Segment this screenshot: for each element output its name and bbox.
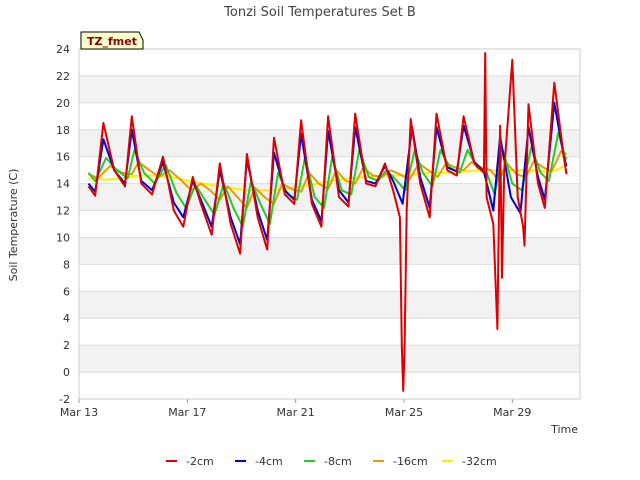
tz-tag: TZ_fmet bbox=[80, 31, 144, 50]
chart-title: Tonzi Soil Temperatures Set B bbox=[223, 5, 416, 20]
y-tick-label: -2 bbox=[59, 393, 70, 406]
legend-label: -2cm bbox=[186, 455, 214, 468]
legend-label: -8cm bbox=[324, 455, 352, 468]
x-tick-label: Mar 13 bbox=[60, 406, 98, 419]
grid-band bbox=[79, 75, 580, 103]
legend-label: -32cm bbox=[462, 455, 497, 468]
legend-label: -4cm bbox=[255, 455, 283, 468]
y-tick-label: 22 bbox=[56, 70, 70, 83]
y-tick-label: 0 bbox=[63, 366, 70, 379]
y-tick-label: 2 bbox=[63, 339, 70, 352]
y-tick-label: 18 bbox=[56, 124, 70, 137]
legend: -2cm -4cm -8cm -16cm -32cm bbox=[166, 455, 497, 468]
grid-band bbox=[79, 291, 580, 319]
x-axis-label: Time bbox=[550, 423, 578, 436]
x-tick-label: Mar 25 bbox=[385, 406, 423, 419]
y-axis-label: Soil Temperature (C) bbox=[7, 169, 20, 282]
series-lines bbox=[87, 52, 568, 392]
y-tick-label: 14 bbox=[56, 178, 70, 191]
y-tick-label: 10 bbox=[56, 231, 70, 244]
y-tick-label: 8 bbox=[63, 258, 70, 271]
y-tick-label: 16 bbox=[56, 151, 70, 164]
plot-frame bbox=[78, 48, 581, 400]
x-tick-label: Mar 21 bbox=[277, 406, 315, 419]
y-tick-label: 6 bbox=[63, 285, 70, 298]
x-tick-label: Mar 29 bbox=[493, 406, 531, 419]
tz-tag-box bbox=[80, 31, 144, 50]
grid-band bbox=[79, 237, 580, 265]
x-tick-label: Mar 17 bbox=[168, 406, 206, 419]
y-tick-label: 24 bbox=[56, 43, 70, 56]
series-line-2cm bbox=[87, 52, 568, 392]
y-tick-label: 20 bbox=[56, 97, 70, 110]
tz-tag-label: TZ_fmet bbox=[87, 35, 137, 48]
x-axis-ticks: Mar 13 Mar 17 Mar 21 Mar 25 Mar 29 bbox=[60, 399, 531, 419]
legend-label: -16cm bbox=[393, 455, 428, 468]
y-tick-label: 4 bbox=[63, 312, 70, 325]
y-tick-label: 12 bbox=[56, 205, 70, 218]
grid-band bbox=[79, 345, 580, 373]
